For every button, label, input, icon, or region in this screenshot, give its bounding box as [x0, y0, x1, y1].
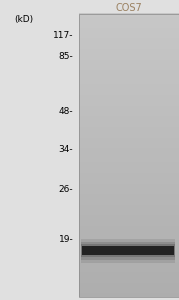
Bar: [79, 34, 179, 38]
Bar: [79, 283, 179, 286]
Bar: [79, 77, 179, 81]
Text: COS7: COS7: [115, 3, 142, 13]
Bar: [81, 244, 175, 257]
Bar: [79, 20, 179, 24]
Bar: [79, 215, 179, 219]
Bar: [79, 66, 179, 70]
Bar: [79, 180, 179, 184]
Text: 19-: 19-: [59, 236, 73, 244]
Bar: [79, 166, 179, 170]
Bar: [79, 290, 179, 293]
Bar: [79, 272, 179, 276]
Bar: [79, 275, 179, 279]
Bar: [82, 246, 174, 255]
Bar: [79, 84, 179, 88]
Bar: [79, 27, 179, 31]
Bar: [79, 24, 179, 28]
Bar: [79, 63, 179, 67]
Bar: [79, 286, 179, 290]
Bar: [81, 238, 175, 262]
Bar: [79, 109, 179, 113]
Bar: [79, 112, 179, 116]
Bar: [79, 52, 179, 56]
Bar: [79, 45, 179, 49]
Text: 48-: 48-: [59, 106, 73, 116]
Bar: [79, 141, 179, 145]
Bar: [79, 158, 179, 162]
Bar: [79, 88, 179, 92]
Text: 85-: 85-: [59, 52, 73, 62]
Bar: [79, 208, 179, 212]
Bar: [79, 80, 179, 84]
Bar: [79, 137, 179, 141]
Text: 117-: 117-: [53, 32, 73, 40]
Bar: [79, 250, 179, 254]
Bar: [79, 152, 179, 155]
Bar: [79, 95, 179, 98]
Bar: [79, 222, 179, 226]
Bar: [79, 13, 179, 17]
Bar: [79, 240, 179, 244]
Bar: [79, 236, 179, 240]
Text: (kD): (kD): [14, 15, 33, 24]
Bar: [79, 148, 179, 152]
Bar: [79, 70, 179, 74]
Bar: [79, 130, 179, 134]
Bar: [79, 123, 179, 127]
Bar: [79, 230, 179, 233]
Bar: [79, 119, 179, 123]
Bar: [79, 190, 179, 194]
Bar: [79, 261, 179, 265]
Bar: [79, 105, 179, 109]
Bar: [79, 201, 179, 205]
Bar: [79, 176, 179, 180]
Bar: [79, 212, 179, 215]
Bar: [79, 98, 179, 102]
Bar: [79, 187, 179, 191]
Bar: [79, 244, 179, 248]
Bar: [79, 102, 179, 106]
Bar: [79, 155, 179, 159]
Bar: [79, 127, 179, 130]
Bar: [79, 116, 179, 120]
Bar: [81, 242, 175, 260]
Bar: [79, 258, 179, 262]
Bar: [79, 194, 179, 198]
Bar: [79, 268, 179, 272]
Bar: [79, 56, 179, 60]
Bar: [79, 41, 179, 45]
Bar: [79, 59, 179, 63]
Bar: [79, 134, 179, 137]
Bar: [79, 14, 179, 297]
Bar: [79, 265, 179, 269]
Bar: [79, 233, 179, 237]
Bar: [79, 169, 179, 173]
Bar: [79, 91, 179, 95]
Bar: [79, 183, 179, 187]
Bar: [79, 38, 179, 42]
Text: 26-: 26-: [59, 184, 73, 194]
Text: 34-: 34-: [59, 146, 73, 154]
Bar: [79, 197, 179, 201]
Bar: [79, 74, 179, 77]
Bar: [79, 49, 179, 52]
Bar: [79, 31, 179, 35]
Bar: [79, 144, 179, 148]
Bar: [79, 293, 179, 297]
Bar: [79, 247, 179, 251]
Bar: [79, 205, 179, 208]
Bar: [79, 219, 179, 223]
Bar: [79, 17, 179, 21]
Bar: [79, 254, 179, 258]
Bar: [79, 162, 179, 166]
Bar: [79, 226, 179, 230]
Bar: [79, 279, 179, 283]
Bar: [79, 173, 179, 176]
